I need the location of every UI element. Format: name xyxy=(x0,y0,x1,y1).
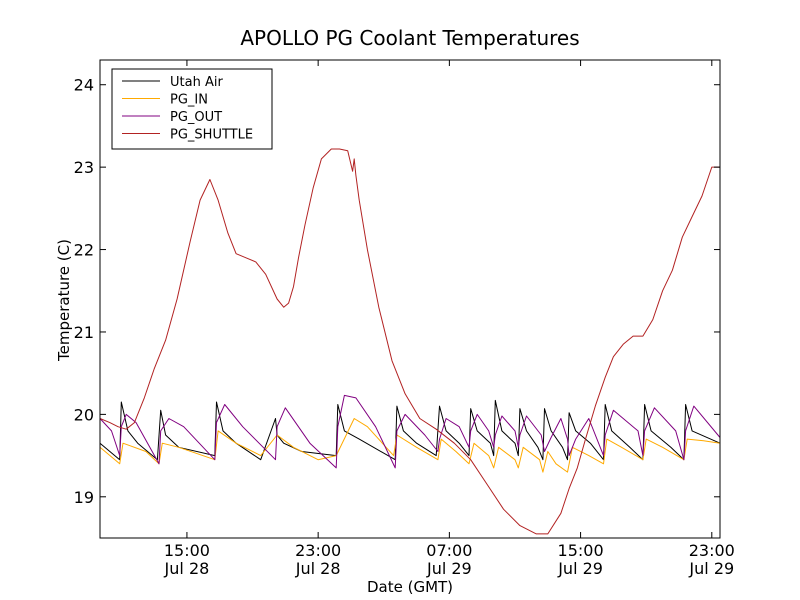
y-tick-label: 23 xyxy=(74,158,94,177)
x-tick-date-label: Jul 29 xyxy=(557,559,603,578)
y-tick-label: 19 xyxy=(74,488,94,507)
y-tick-label: 21 xyxy=(74,323,94,342)
legend-box xyxy=(111,68,273,150)
y-tick-label: 20 xyxy=(74,405,94,424)
x-tick-date-label: Jul 28 xyxy=(295,559,341,578)
series-group xyxy=(99,148,721,535)
series-line-pg-shuttle xyxy=(99,148,720,535)
x-tick-time-label: 15:00 xyxy=(558,541,604,560)
legend-label: PG_IN xyxy=(170,93,208,108)
legend-label: PG_OUT xyxy=(170,110,222,125)
x-tick-date-label: Jul 29 xyxy=(688,559,734,578)
x-tick-date-label: Jul 29 xyxy=(426,559,472,578)
y-axis-label: Temperature (C) xyxy=(55,239,73,362)
x-tick-time-label: 15:00 xyxy=(164,541,210,560)
y-tick-label: 22 xyxy=(74,241,94,260)
series-line-pg-in xyxy=(99,418,721,473)
x-tick-date-label: Jul 28 xyxy=(164,559,210,578)
series-line-pg-out xyxy=(99,394,721,469)
series-line-utah-air xyxy=(99,399,721,461)
plot-frame xyxy=(99,59,721,539)
x-tick-time-label: 23:00 xyxy=(689,541,735,560)
legend-label: Utah Air xyxy=(170,75,223,90)
x-tick-time-label: 23:00 xyxy=(295,541,341,560)
x-tick-time-label: 07:00 xyxy=(426,541,472,560)
chart-title: APOLLO PG Coolant Temperatures xyxy=(240,26,579,50)
x-axis-label: Date (GMT) xyxy=(367,578,453,596)
legend: Utah Air PG_IN PG_OUT PG_SHUTTLE xyxy=(111,68,273,150)
y-tick-label: 24 xyxy=(74,76,94,95)
legend-label: PG_SHUTTLE xyxy=(170,128,253,143)
